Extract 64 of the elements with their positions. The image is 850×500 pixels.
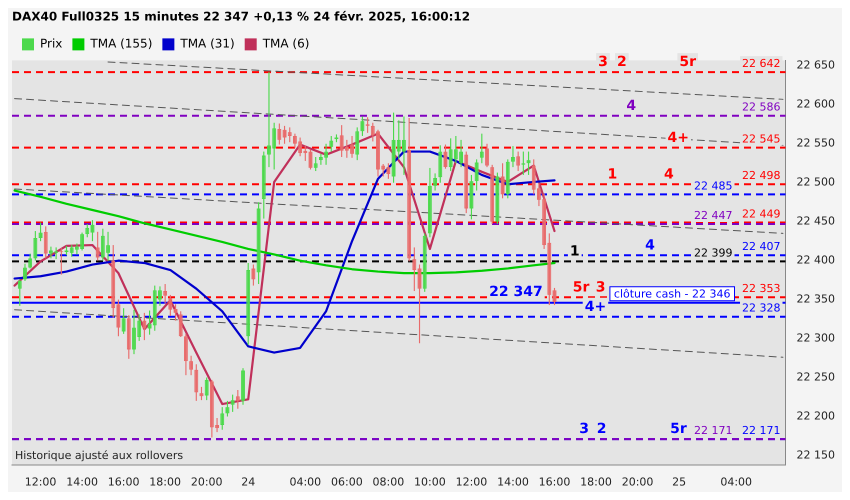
ref-line-label: 22 447 (694, 208, 733, 222)
y-tick-label: 22 500 (796, 176, 836, 189)
ref-line-label: 22 485 (694, 179, 733, 192)
ref-line-label: 22 399 (694, 246, 733, 260)
ref-line-label: 22 353 (742, 282, 781, 296)
annotation: 5r (679, 54, 696, 70)
ref-line-label: 22 171 (742, 424, 781, 437)
ref-line-label: clôture cash - 22 346 (614, 288, 731, 301)
x-tick-label: 20:00 (190, 475, 223, 488)
ref-line-label: 22 545 (742, 132, 781, 146)
y-tick-label: 22 600 (796, 98, 836, 111)
annotation: 2 (616, 54, 627, 70)
legend-label: Prix (40, 36, 62, 51)
y-tick-label: 22 650 (796, 58, 836, 72)
ref-line-label: 22 642 (742, 56, 781, 70)
legend-label: TMA (31) (179, 36, 235, 51)
annotation: 3 (596, 279, 606, 296)
y-tick-label: 22 550 (796, 136, 836, 150)
x-tick-label: 04:00 (720, 475, 752, 488)
y-tick-label: 22 250 (796, 370, 836, 384)
annotation: 2 (596, 421, 606, 438)
annotation: 1 (608, 166, 618, 182)
y-tick-label: 22 400 (796, 254, 836, 267)
annotation: 5r (670, 421, 687, 438)
ref-line-label: 22 407 (742, 240, 781, 254)
x-tick-label: 16:00 (538, 475, 570, 488)
legend-label: TMA (155) (89, 36, 152, 51)
y-tick-label: 22 350 (796, 292, 836, 306)
ref-line-label: 22 586 (742, 100, 781, 114)
x-tick-label: 18:00 (580, 475, 612, 488)
x-tick-label: 20:00 (622, 475, 654, 488)
annotation: 4 (664, 166, 674, 182)
annotation: 3 (579, 421, 590, 438)
y-tick-label: 22 450 (796, 214, 836, 228)
x-tick-label: 14:00 (497, 475, 529, 488)
x-tick-label: 24 (241, 475, 256, 488)
annotation: 1 (570, 244, 580, 260)
x-tick-label: 18:00 (149, 475, 181, 488)
y-tick-label: 22 200 (796, 409, 836, 422)
annotation: 4 (626, 98, 636, 114)
x-tick-label: 16:00 (108, 475, 140, 488)
x-tick-label: 25 (672, 475, 686, 488)
annotation: 3 (598, 54, 608, 70)
annotation: 4 (645, 237, 656, 254)
y-tick-label: 22 300 (796, 331, 836, 344)
x-tick-label: 12:00 (456, 475, 488, 488)
x-tick-label: 14:00 (66, 475, 98, 488)
annotation: 4+ (584, 298, 606, 315)
x-tick-label: 12:00 (24, 475, 56, 488)
y-tick-label: 22 150 (796, 448, 836, 462)
annotation: 22 347 (489, 284, 543, 300)
x-tick-label: 08:00 (372, 475, 404, 488)
x-tick-label: 04:00 (289, 475, 322, 488)
chart-title: DAX40 Full0325 15 minutes 22 347 +0,13 % 24 févr. 2025, 16:00:12 (12, 9, 470, 24)
annotation: Historique ajusté aux rollovers (15, 449, 184, 462)
x-tick-label: 10:00 (414, 475, 446, 488)
ref-line-label: 22 498 (742, 169, 781, 182)
ref-line-label: 22 328 (742, 302, 781, 315)
ref-line-label: 22 171 (694, 424, 733, 437)
ref-line-label: 22 449 (742, 207, 781, 220)
annotation: 5r (572, 279, 590, 296)
annotation: 4+ (668, 130, 690, 146)
x-tick-label: 06:00 (330, 475, 363, 488)
legend-label: TMA (6) (262, 36, 310, 51)
